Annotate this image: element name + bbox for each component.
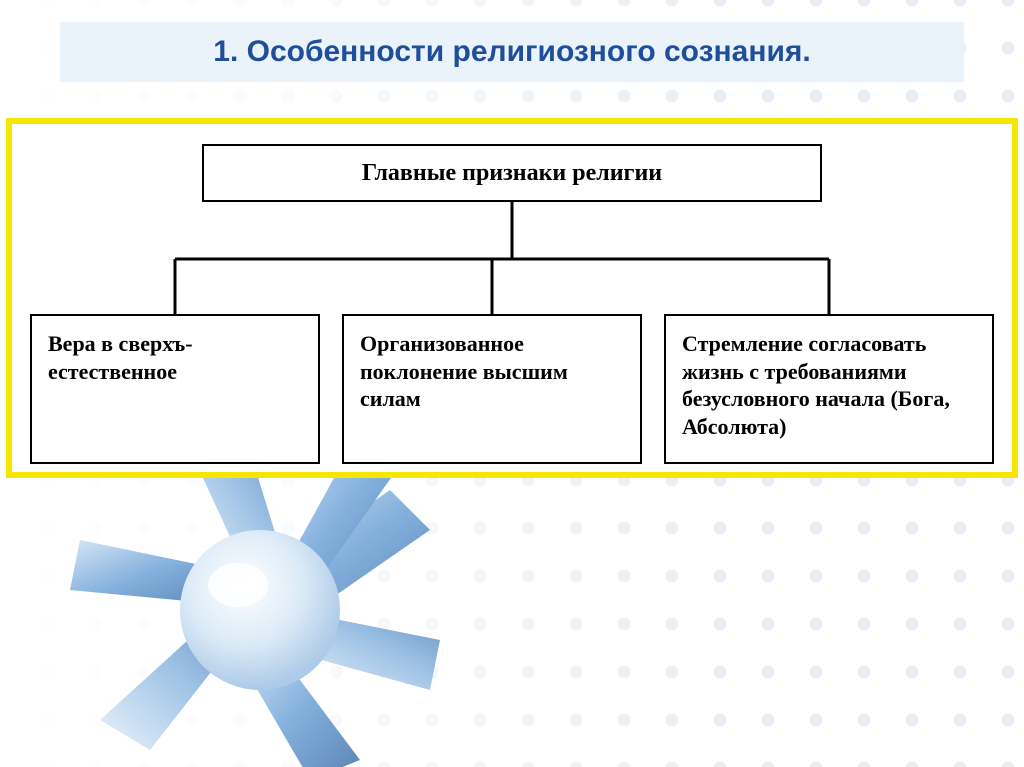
diagram-node-life: Стремление согласовать жизнь с требовани… <box>664 314 994 464</box>
slide-title: 1. Особенности религиозного сознания. <box>213 35 810 69</box>
diagram-node-label: Стремление согласовать жизнь с требовани… <box>682 331 950 439</box>
diagram-node-belief: Вера в сверхъ-естественное <box>30 314 320 464</box>
diagram-node-worship: Организованное поклонение высшим силам <box>342 314 642 464</box>
diagram-node-label: Вера в сверхъ-естественное <box>48 331 193 384</box>
diagram-root-label: Главные признаки религии <box>362 160 662 187</box>
decorative-3d-shape <box>50 430 470 767</box>
diagram-frame: Главные признаки религии Вера в сверхъ-е… <box>6 118 1018 478</box>
slide-title-bar: 1. Особенности религиозного сознания. <box>60 22 964 82</box>
diagram-root-node: Главные признаки религии <box>202 144 822 202</box>
diagram-node-label: Организованное поклонение высшим силам <box>360 331 568 411</box>
